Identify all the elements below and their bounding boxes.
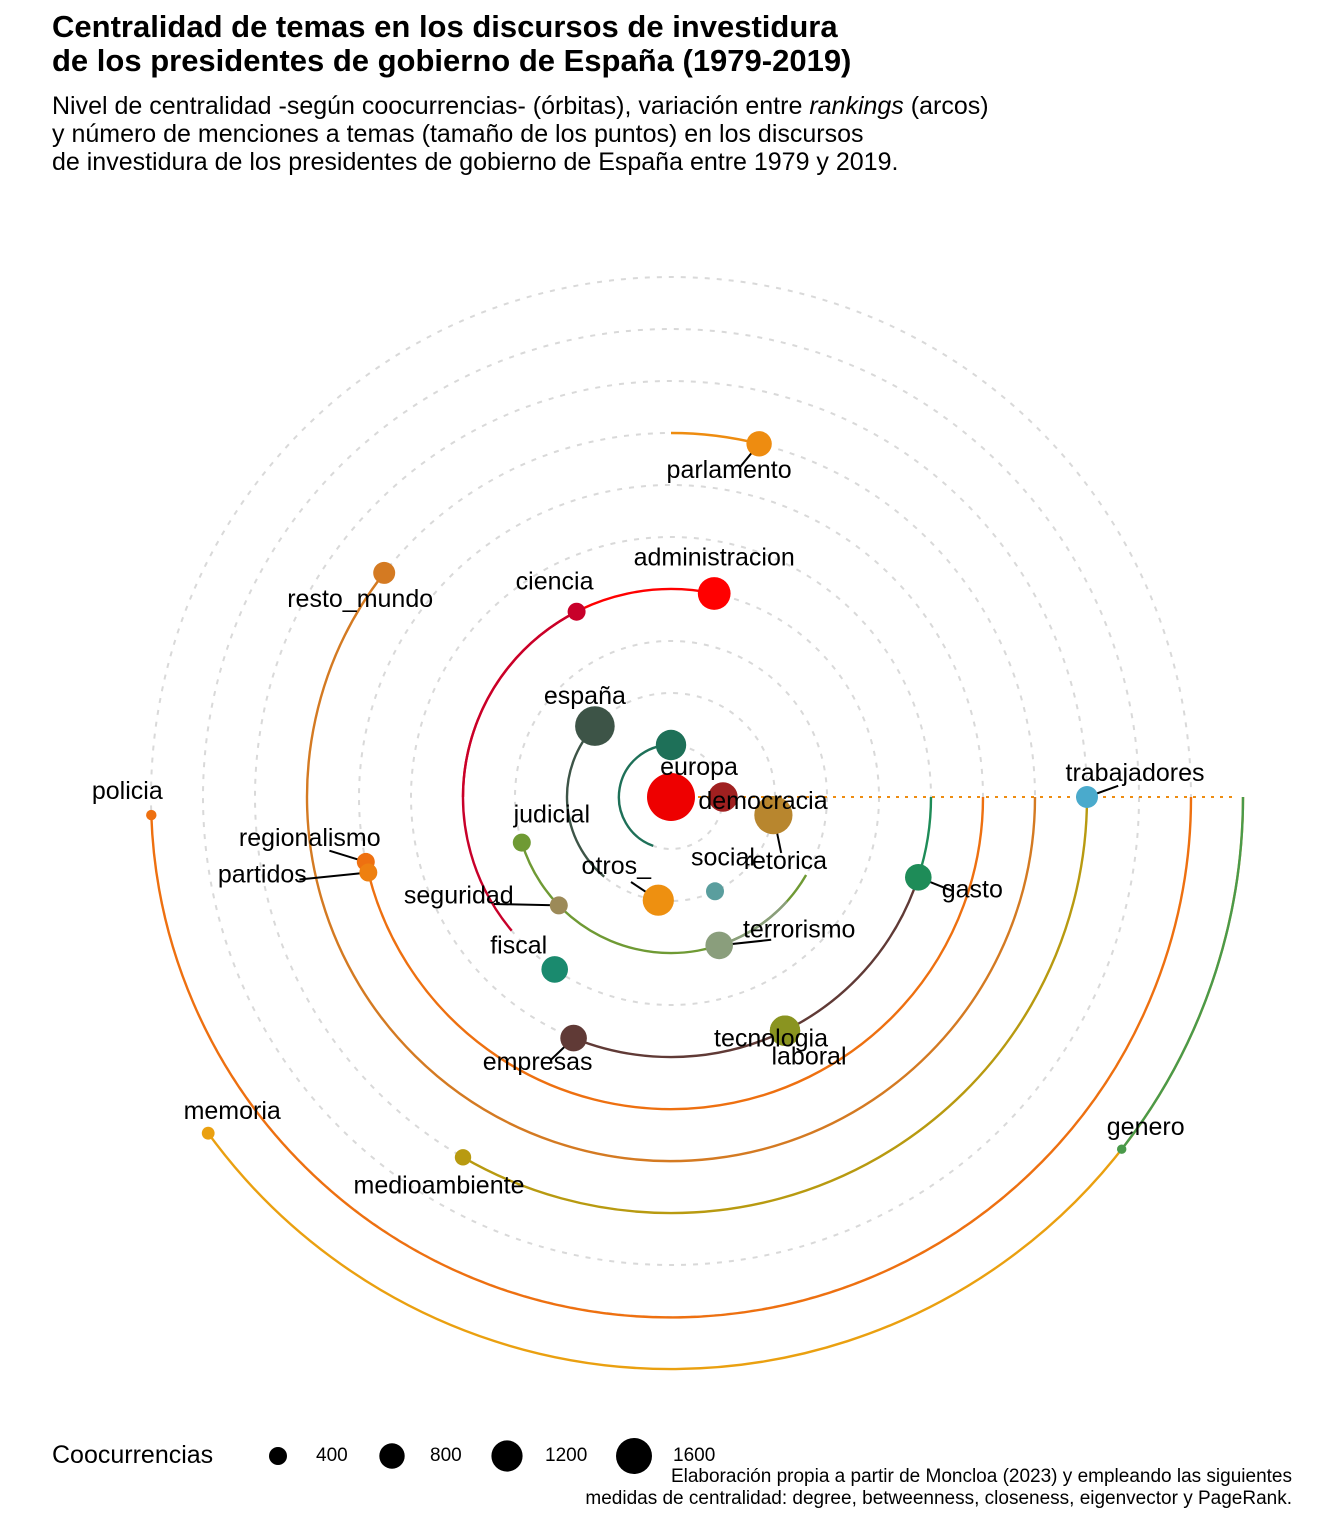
legend-label-400: 400 xyxy=(316,1445,348,1466)
label-gasto: gasto xyxy=(942,875,1003,903)
label-democracia: democracia xyxy=(698,787,827,815)
legend-dot-1200 xyxy=(491,1440,523,1472)
label-empresas: empresas xyxy=(483,1048,593,1076)
label-memoria: memoria xyxy=(184,1097,281,1125)
arc-genero xyxy=(1120,796,1245,1150)
legend-label-800: 800 xyxy=(430,1445,462,1466)
point-medioambiente xyxy=(454,1149,472,1166)
label-ciencia: ciencia xyxy=(516,568,594,596)
point-europa xyxy=(655,729,687,761)
point-laboral xyxy=(769,1015,801,1046)
point-gasto xyxy=(905,864,932,891)
title-line-2: de los presidentes de gobierno de España… xyxy=(52,43,852,78)
point-memoria xyxy=(201,1126,215,1140)
point-otros_ xyxy=(642,884,674,916)
point-parlamento xyxy=(746,431,772,457)
legend-title: Coocurrencias xyxy=(52,1441,214,1469)
label-genero: genero xyxy=(1107,1113,1185,1141)
chart-caption: Elaboración propia a partir de Moncloa (… xyxy=(585,1466,1292,1510)
topic-points xyxy=(146,431,1127,1166)
label-trabajadores: trabajadores xyxy=(1066,759,1205,787)
leader-seguridad xyxy=(493,903,559,907)
title-line-1: Centralidad de temas en los discursos de… xyxy=(52,9,838,44)
point-judicial xyxy=(512,833,531,852)
chart-title: Centralidad de temas en los discursos de… xyxy=(52,10,1252,78)
leader-partidos xyxy=(299,871,369,881)
label-terrorismo: terrorismo xyxy=(743,915,856,943)
label-regionalismo: regionalismo xyxy=(239,824,381,852)
label-resto_mundo: resto_mundo xyxy=(287,585,433,613)
point-empresas xyxy=(560,1024,587,1052)
arc-parlamento xyxy=(670,431,760,445)
arc-resto_mundo xyxy=(305,572,1037,1163)
caption-line-1: Elaboración propia a partir de Moncloa (… xyxy=(670,1466,1292,1487)
label-europa: europa xyxy=(660,753,738,781)
label-partidos: partidos xyxy=(218,861,307,889)
subtitle-line-2: y número de menciones a temas (tamaño de… xyxy=(52,120,864,148)
arc-españa xyxy=(565,725,605,878)
caption-line-2: medidas de centralidad: degree, betweenn… xyxy=(585,1488,1292,1509)
label-administracion: administracion xyxy=(634,544,795,572)
subtitle-line-1b: (arcos) xyxy=(903,92,989,120)
arc-regionalismo xyxy=(364,796,985,1111)
subtitle-line-3: de investidura de los presidentes de gob… xyxy=(52,148,899,176)
point-democracia xyxy=(708,782,738,812)
point-trabajadores xyxy=(1076,786,1098,808)
chart-subtitle: Nivel de centralidad -según coocurrencia… xyxy=(52,92,1292,176)
arc-policia xyxy=(150,796,1193,1319)
point-españa xyxy=(575,706,615,746)
legend-dot-400 xyxy=(269,1447,287,1465)
point-administracion xyxy=(697,577,731,610)
label-parlamento: parlamento xyxy=(667,456,792,484)
point-ciencia xyxy=(567,602,586,621)
point-fiscal xyxy=(541,956,568,983)
legend-label-1200: 1200 xyxy=(545,1445,588,1466)
label-medioambiente: medioambiente xyxy=(354,1171,525,1199)
subtitle-line-1-em: rankings xyxy=(809,92,904,120)
label-fiscal: fiscal xyxy=(490,931,547,959)
point-terrorismo xyxy=(705,931,733,960)
label-social: social xyxy=(691,843,755,871)
label-seguridad: seguridad xyxy=(404,881,514,909)
point-policia xyxy=(146,809,157,821)
point-retorica xyxy=(754,796,793,835)
ranking-arcs xyxy=(150,431,1245,1371)
size-legend xyxy=(269,1438,652,1474)
label-españa: españa xyxy=(544,682,626,710)
arc-medioambiente xyxy=(462,796,1089,1215)
topic-labels: administracion ciencia españa europa democra… xyxy=(92,456,1205,1200)
subtitle-line-1a: Nivel de centralidad -según coocurrencia… xyxy=(52,92,810,120)
arc-europa xyxy=(617,743,672,848)
point-resto_mundo xyxy=(373,561,396,584)
label-otros_: otros_ xyxy=(582,852,653,880)
legend-dot-1600 xyxy=(616,1438,652,1474)
label-retorica: retorica xyxy=(744,847,827,875)
arc-ciencia xyxy=(461,610,578,932)
arc-memoria xyxy=(207,796,1245,1371)
point-social xyxy=(706,882,724,901)
label-policia: policia xyxy=(92,777,163,805)
center-point xyxy=(647,773,695,821)
label-judicial: judicial xyxy=(513,801,590,829)
label-tecnologia: tecnologia xyxy=(714,1025,828,1053)
legend-dot-800 xyxy=(379,1443,405,1469)
point-seguridad xyxy=(549,896,568,915)
legend-label-1600: 1600 xyxy=(673,1445,716,1466)
point-partidos xyxy=(359,863,378,882)
label-laboral: laboral xyxy=(771,1043,846,1071)
point-genero xyxy=(1117,1144,1127,1154)
